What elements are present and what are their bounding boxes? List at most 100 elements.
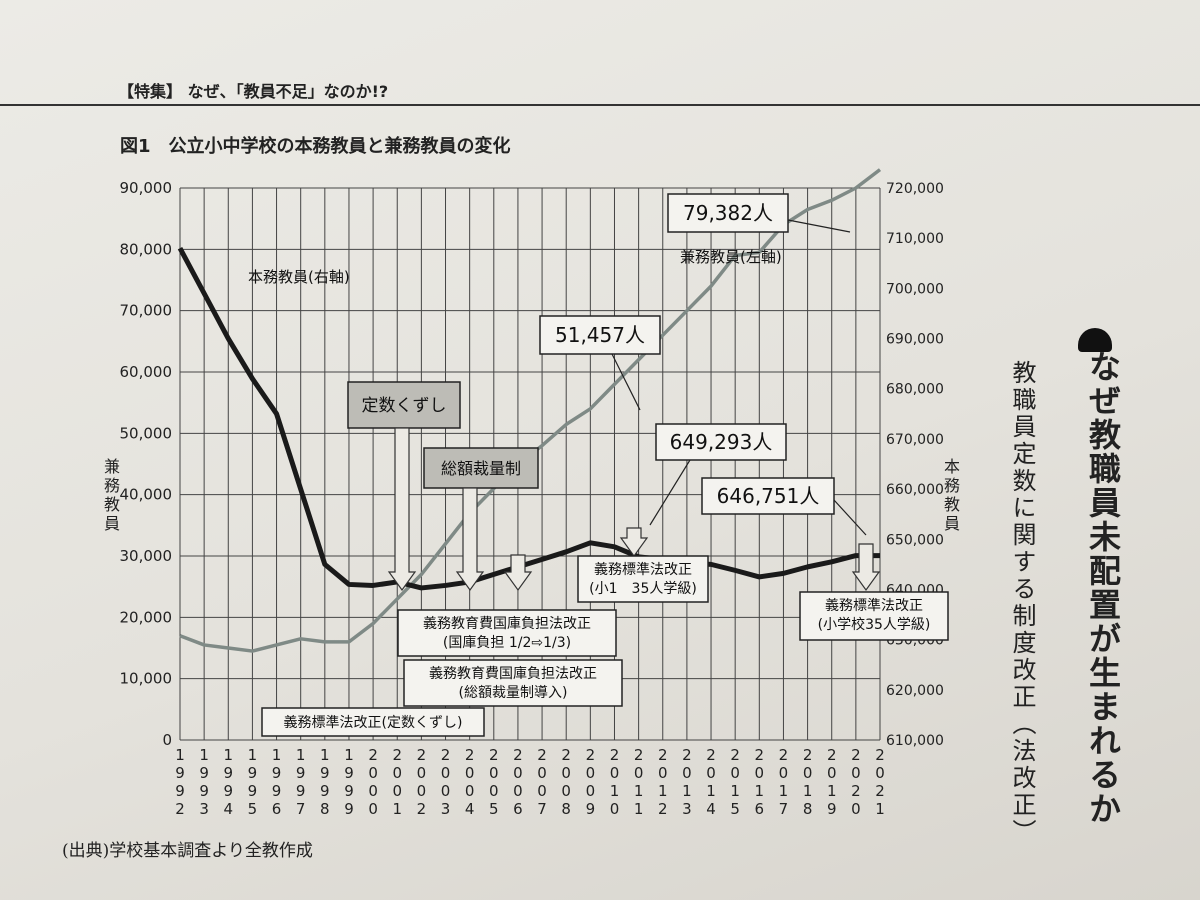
callout-leader [611, 353, 641, 411]
x-tick-label: 1 [827, 782, 837, 800]
x-tick-label: 0 [441, 764, 451, 782]
x-tick-label: 4 [706, 800, 716, 818]
event-shougakkou-35: 義務標準法改正 [825, 597, 923, 614]
x-tick-label: 0 [537, 782, 547, 800]
figure-title: 図1 公立小中学校の本務教員と兼務教員の変化 [120, 136, 511, 157]
x-tick-label: 7 [779, 800, 789, 818]
event-kokko-futan: 義務教育費国庫負担法改正 [423, 615, 591, 632]
x-tick-label: 1 [730, 782, 740, 800]
x-tick-label: 0 [392, 764, 402, 782]
x-tick-label: 2 [682, 746, 692, 764]
x-tick-label: 9 [296, 764, 306, 782]
event-sougaku-sairyou: 総額裁量制 [441, 459, 521, 478]
x-tick-label: 2 [489, 746, 499, 764]
x-tick-label: 2 [634, 746, 644, 764]
x-tick-label: 4 [224, 800, 234, 818]
x-tick-label: 2 [175, 800, 185, 818]
right-tick-label: 670,000 [886, 432, 944, 448]
x-tick-label: 2 [368, 746, 378, 764]
left-tick-label: 30,000 [120, 547, 173, 565]
x-tick-label: 2 [537, 746, 547, 764]
x-tick-label: 0 [634, 764, 644, 782]
x-tick-label: 2 [851, 746, 861, 764]
x-tick-label: 9 [344, 800, 354, 818]
x-tick-label: 9 [272, 782, 282, 800]
left-axis-label: 教 [104, 495, 120, 514]
series-line-honmu [177, 247, 880, 591]
x-tick-label: 9 [296, 782, 306, 800]
x-tick-label: 9 [586, 800, 596, 818]
x-tick-label: 1 [803, 782, 813, 800]
x-tick-label: 6 [272, 800, 282, 818]
x-tick-label: 1 [875, 800, 885, 818]
x-tick-label: 2 [706, 746, 716, 764]
x-tick-label: 2 [827, 746, 837, 764]
right-axis-label: 務 [944, 476, 960, 495]
x-tick-label: 0 [851, 764, 861, 782]
x-tick-label: 5 [489, 800, 499, 818]
right-axis-label: 教 [944, 495, 960, 514]
right-tick-label: 650,000 [886, 532, 944, 548]
left-tick-label: 70,000 [120, 302, 173, 320]
x-tick-label: 1 [610, 782, 620, 800]
left-tick-label: 20,000 [120, 608, 173, 626]
x-tick-label: 1 [272, 746, 282, 764]
x-tick-label: 9 [224, 782, 234, 800]
event-teisuu-kuzushi: 定数くずし [362, 396, 447, 416]
x-tick-label: 0 [730, 764, 740, 782]
x-tick-label: 2 [658, 800, 668, 818]
x-tick-label: 8 [561, 800, 571, 818]
x-tick-label: 1 [175, 746, 185, 764]
event-hyoujunhou-2001: 義務標準法改正(定数くずし) [284, 714, 463, 731]
x-tick-label: 0 [561, 782, 571, 800]
x-tick-label: 0 [755, 764, 765, 782]
arrow-2006 [503, 554, 533, 592]
left-tick-label: 0 [162, 731, 172, 749]
x-tick-label: 0 [706, 764, 716, 782]
x-tick-label: 2 [417, 746, 427, 764]
x-tick-label: 2 [586, 746, 596, 764]
left-axis-label: 員 [104, 514, 120, 533]
left-tick-label: 60,000 [120, 363, 173, 381]
x-tick-label: 8 [803, 800, 813, 818]
right-tick-label: 620,000 [886, 683, 944, 699]
x-tick-label: 9 [344, 782, 354, 800]
callout-649293-box [655, 423, 787, 461]
x-tick-label: 9 [175, 764, 185, 782]
event-shou1-35: 義務標準法改正 [594, 561, 692, 578]
x-tick-label: 0 [441, 782, 451, 800]
event-shou1-35-box [577, 555, 709, 603]
x-tick-label: 2 [755, 746, 765, 764]
x-tick-label: 1 [706, 782, 716, 800]
event-sougaku-dounyu-sub: (総額裁量制導入) [459, 685, 568, 701]
x-tick-label: 9 [344, 764, 354, 782]
x-tick-label: 9 [175, 782, 185, 800]
right-tick-label: 700,000 [886, 281, 944, 297]
x-tick-label: 1 [682, 782, 692, 800]
event-shougakkou-35-sub: (小学校35人学級) [818, 616, 931, 633]
x-tick-label: 2 [875, 746, 885, 764]
x-tick-label: 0 [682, 764, 692, 782]
x-tick-label: 2 [875, 782, 885, 800]
x-tick-label: 9 [199, 782, 209, 800]
x-tick-label: 2 [803, 746, 813, 764]
x-tick-label: 1 [248, 746, 258, 764]
left-tick-label: 90,000 [120, 179, 173, 197]
x-tick-label: 2 [610, 746, 620, 764]
x-tick-label: 0 [561, 764, 571, 782]
x-tick-label: 9 [224, 764, 234, 782]
x-tick-label: 9 [248, 782, 258, 800]
x-tick-label: 1 [658, 782, 668, 800]
left-axis-label: 務 [104, 476, 120, 495]
x-tick-label: 1 [634, 800, 644, 818]
event-shou1-35-sub: (小1 35人学級) [589, 581, 697, 597]
x-tick-label: 0 [417, 782, 427, 800]
right-tick-label: 660,000 [886, 482, 944, 498]
x-tick-label: 2 [561, 746, 571, 764]
event-kokko-futan-box [397, 609, 617, 657]
x-tick-label: 0 [513, 764, 523, 782]
x-tick-label: 9 [320, 782, 330, 800]
left-tick-label: 40,000 [120, 486, 173, 504]
